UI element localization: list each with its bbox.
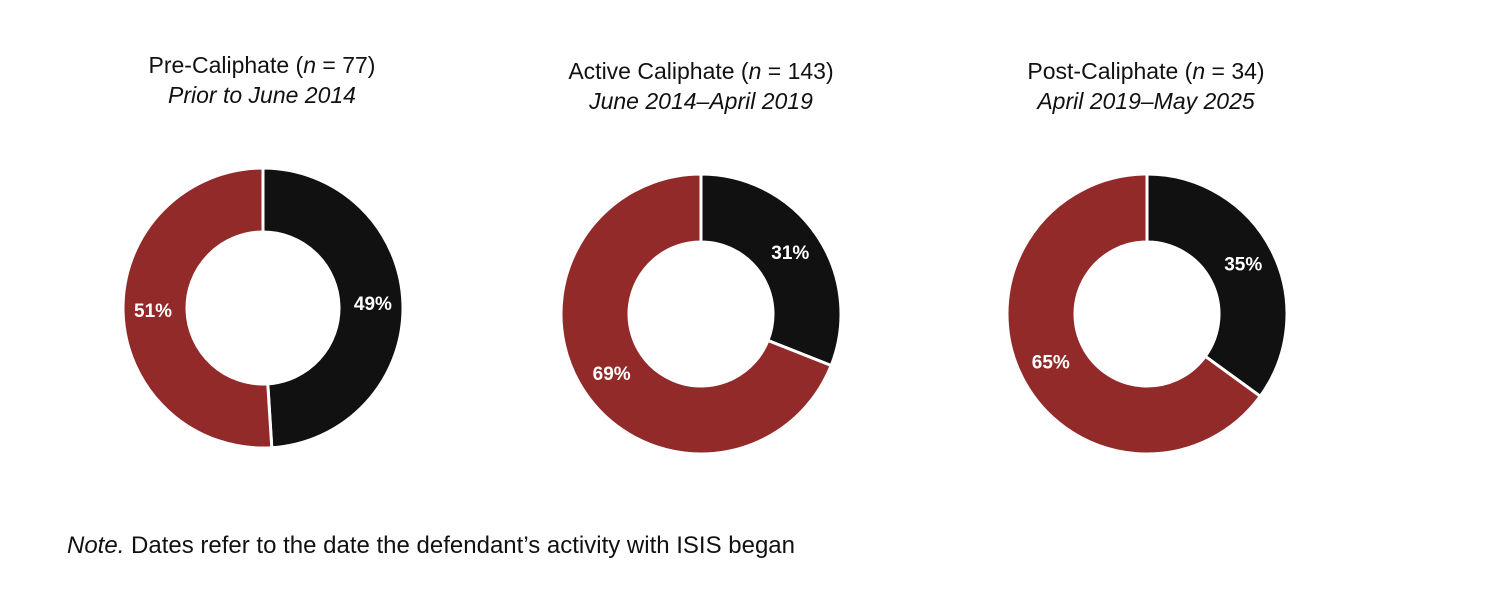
slice-label: 69% — [593, 364, 631, 385]
chart-title: Active Caliphate (n = 143) June 2014–Apr… — [491, 56, 911, 116]
donut-svg: 49% 51% — [121, 166, 405, 450]
donut-slice-dark — [1145, 172, 1289, 399]
note-lead: Note. — [67, 532, 125, 559]
chart-subtitle: April 2019–May 2025 — [1037, 88, 1255, 114]
chart-title: Pre-Caliphate (n = 77) Prior to June 201… — [52, 50, 472, 110]
donut-chart-active-caliphate: Active Caliphate (n = 143) June 2014–Apr… — [491, 0, 911, 480]
title-suffix: = 77) — [316, 52, 376, 78]
title-n-symbol: n — [303, 52, 316, 78]
chart-title-line: Pre-Caliphate (n = 77) — [52, 50, 472, 80]
slice-label: 31% — [771, 243, 809, 264]
title-prefix: Active Caliphate ( — [568, 58, 749, 84]
donut-slice-dark — [261, 166, 405, 450]
donut-slice-red — [559, 172, 834, 456]
donut-svg: 31% 69% — [559, 172, 843, 456]
title-n-symbol: n — [748, 58, 762, 84]
donut-chart-pre-caliphate: Pre-Caliphate (n = 77) Prior to June 201… — [52, 0, 472, 480]
title-n-symbol: n — [1192, 58, 1206, 84]
donut-slice-red — [121, 166, 274, 450]
note-text: Dates refer to the date the defendant’s … — [124, 532, 796, 559]
donut-slice-dark — [699, 172, 843, 368]
slice-label: 35% — [1224, 254, 1262, 275]
title-suffix: = 34) — [1205, 58, 1265, 84]
donut-slice-red — [1005, 172, 1263, 456]
title-prefix: Pre-Caliphate ( — [148, 52, 304, 78]
donut-svg: 35% 65% — [1005, 172, 1289, 456]
figure-note: Note. Dates refer to the date the defend… — [67, 532, 795, 560]
chart-title-line: Active Caliphate (n = 143) — [491, 56, 911, 86]
slice-label: 51% — [134, 301, 172, 322]
title-suffix: = 143) — [761, 58, 834, 84]
slice-label: 49% — [354, 294, 392, 315]
slice-label: 65% — [1032, 353, 1070, 374]
chart-title-line: Post-Caliphate (n = 34) — [936, 56, 1356, 86]
chart-title: Post-Caliphate (n = 34) April 2019–May 2… — [936, 56, 1356, 116]
chart-subtitle: June 2014–April 2019 — [589, 88, 813, 114]
chart-subtitle: Prior to June 2014 — [168, 82, 356, 108]
title-prefix: Post-Caliphate ( — [1027, 58, 1193, 84]
donut-chart-post-caliphate: Post-Caliphate (n = 34) April 2019–May 2… — [936, 0, 1356, 480]
